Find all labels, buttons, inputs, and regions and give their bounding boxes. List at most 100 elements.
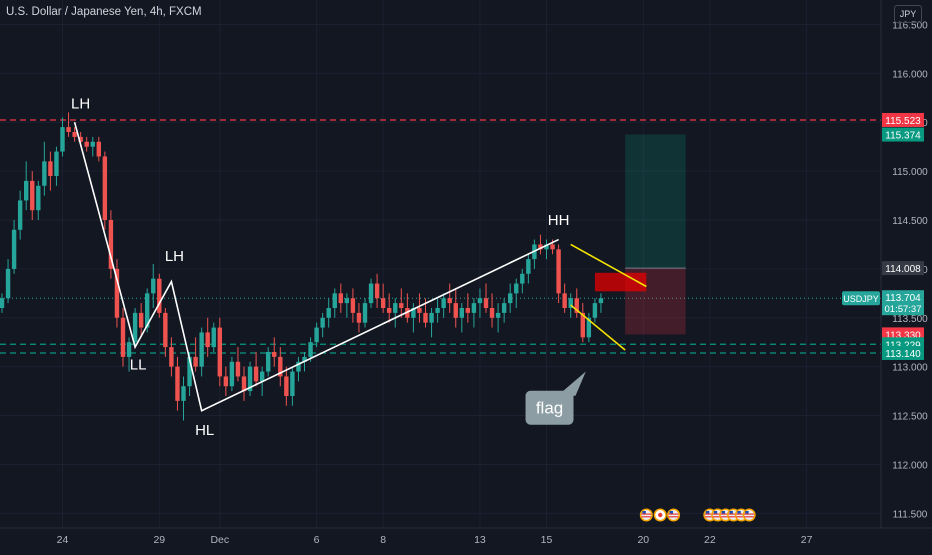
candle <box>132 308 138 348</box>
candle-body <box>175 366 180 401</box>
event-stripe <box>728 513 739 515</box>
candle-body <box>181 386 186 401</box>
grid-lines <box>0 0 881 528</box>
candle <box>241 366 247 401</box>
candle-body <box>526 259 531 274</box>
candle <box>501 298 507 323</box>
price-label-box[interactable] <box>882 112 924 127</box>
current-price-text: 113.704 <box>885 293 921 304</box>
candle-body <box>145 293 150 328</box>
candle-body <box>48 161 53 176</box>
economic-events[interactable] <box>639 508 756 522</box>
event-canton <box>721 511 726 514</box>
candle <box>399 288 404 318</box>
candle-body <box>193 356 198 367</box>
candle <box>477 288 483 318</box>
x-tick-label: 6 <box>314 534 320 546</box>
candle-body <box>314 327 319 343</box>
flag-callout[interactable] <box>525 390 574 425</box>
candle <box>459 303 464 333</box>
event-canton <box>745 511 749 514</box>
candle <box>344 293 350 318</box>
candle-body <box>60 127 65 152</box>
candle <box>374 273 380 308</box>
candle <box>350 288 356 323</box>
candle-body <box>36 185 41 211</box>
event-stripe <box>704 516 715 518</box>
symbol-tag-text: USDJPY <box>843 294 879 304</box>
currency-button[interactable]: JPY <box>894 5 922 23</box>
candle <box>429 308 434 338</box>
price-label-text: 113.140 <box>885 349 921 360</box>
candle <box>151 264 156 308</box>
event-stripe <box>736 516 747 518</box>
position-target-zone[interactable] <box>625 134 686 269</box>
x-tick-label: 22 <box>704 534 716 546</box>
candle-body <box>96 141 101 157</box>
event-flag-icon[interactable] <box>742 508 756 522</box>
event-stripe <box>641 513 652 515</box>
event-flag-icon[interactable] <box>653 508 667 522</box>
candle-body <box>266 352 271 372</box>
market-structure-line[interactable] <box>73 122 559 412</box>
candle <box>362 298 368 328</box>
price-label-box[interactable] <box>882 345 924 360</box>
candle <box>380 283 386 313</box>
price-label-box[interactable] <box>882 127 924 142</box>
price-axis[interactable]: 116.500116.000115.500115.000114.500114.0… <box>842 0 928 528</box>
candle-body <box>574 298 579 313</box>
candle <box>114 259 120 328</box>
long-position-tool[interactable] <box>625 134 686 335</box>
symbol-tag[interactable] <box>842 291 880 306</box>
candle <box>320 312 325 338</box>
candle-body <box>514 283 519 294</box>
current-price-box[interactable] <box>882 290 924 316</box>
price-label-box[interactable] <box>882 261 924 276</box>
event-flag-icon[interactable] <box>639 508 653 522</box>
candle <box>0 293 5 313</box>
candle-body <box>229 361 235 387</box>
candle <box>266 347 271 377</box>
candle <box>120 308 126 367</box>
candle-body <box>435 308 440 313</box>
event-stripe <box>720 516 731 518</box>
candle <box>181 376 186 421</box>
event-jp-dot <box>658 512 663 518</box>
candle-body <box>90 141 95 147</box>
candle <box>411 303 416 333</box>
candle <box>592 298 598 323</box>
candle-body <box>211 327 216 348</box>
chart-title: U.S. Dollar / Japanese Yen, 4h, FXCM <box>6 6 202 18</box>
candle-body <box>253 366 259 382</box>
y-tick-label: 116.500 <box>892 20 928 31</box>
candle-body <box>465 308 471 313</box>
candle-body <box>471 303 477 313</box>
y-tick-label: 113.000 <box>892 363 928 374</box>
candle-body <box>562 293 567 308</box>
candle <box>60 117 65 157</box>
candle-body <box>278 356 283 377</box>
flag-channel-line[interactable] <box>570 243 647 288</box>
candle <box>284 366 289 406</box>
resistance-box[interactable] <box>594 272 647 292</box>
candle-body <box>356 312 362 323</box>
time-axis[interactable]: 24 29 Dec 6 8 13 15 20 22 27 <box>0 527 932 546</box>
flag-callout-text: flag <box>536 399 563 418</box>
candle-body <box>393 303 398 313</box>
structure-label-lh: LH <box>165 248 184 265</box>
candle-body <box>447 298 452 304</box>
event-flag-icon[interactable] <box>667 508 681 522</box>
candle-body <box>157 278 162 313</box>
candle-body <box>126 342 132 357</box>
callout-pointer <box>557 371 586 396</box>
y-tick-label: 113.500 <box>892 314 928 325</box>
chart-drawings[interactable]: LH LL LH HL HH flag <box>71 96 647 440</box>
x-tick-label: 13 <box>474 534 486 546</box>
candle <box>441 293 446 318</box>
structure-label-hl: HL <box>195 422 214 439</box>
candle <box>278 347 283 387</box>
candle <box>36 180 41 220</box>
flag-channel-line[interactable] <box>570 304 626 351</box>
